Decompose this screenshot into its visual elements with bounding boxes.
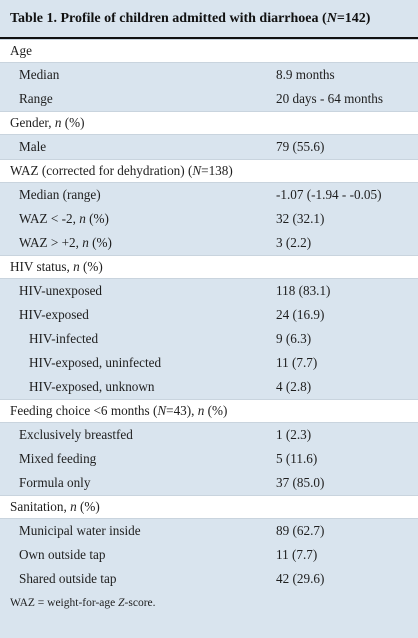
title-suffix: =142) (336, 10, 371, 26)
title-prefix: Table 1. Profile of children admitted wi… (10, 10, 327, 26)
row-label: Feeding choice <6 months (N=43), n (%) (10, 403, 228, 418)
table-row-hiv-exposed: HIV-exposed 24 (16.9) (0, 303, 418, 327)
title-rule (0, 37, 418, 39)
stat-symbol: n (70, 499, 77, 514)
stat-symbol: n (79, 211, 86, 226)
row-label: WAZ > +2, n (%) (19, 235, 112, 250)
row-label: HIV-infected (29, 331, 99, 346)
section-row-sanitation-n: Sanitation, n (%) (0, 495, 418, 519)
table-row-formula-only: Formula only 37 (85.0) (0, 471, 418, 495)
section-row-age: Age (0, 39, 418, 63)
row-label: Gender, n (%) (10, 115, 85, 130)
row-label: WAZ (corrected for dehydration) (N=138) (10, 163, 233, 178)
row-value: 11 (7.7) (276, 355, 318, 370)
table-row-hiv-exposed-uninfected: HIV-exposed, uninfected 11 (7.7) (0, 351, 418, 375)
table-title: Table 1. Profile of children admitted wi… (0, 0, 418, 37)
table-row-range: Range 20 days - 64 months (0, 87, 418, 111)
table-body: Age Median 8.9 months Range 20 days - 64 mon… (0, 39, 418, 591)
row-value: 79 (55.6) (276, 139, 325, 154)
table-row-hiv-unexposed: HIV-unexposed 118 (83.1) (0, 279, 418, 303)
row-label: Male (19, 139, 47, 154)
row-value: 118 (83.1) (276, 283, 331, 298)
table-row-median-range: Median (range) -1.07 (-1.94 - -0.05) (0, 183, 418, 207)
title-n: N (326, 10, 337, 26)
row-value: 89 (62.7) (276, 523, 325, 538)
row-value: 42 (29.6) (276, 571, 325, 586)
table-row-hiv-exposed-unknown: HIV-exposed, unknown 4 (2.8) (0, 375, 418, 399)
row-value: -1.07 (-1.94 - -0.05) (276, 187, 382, 202)
row-label: Formula only (19, 475, 91, 490)
table-row-municipal-water-inside: Municipal water inside 89 (62.7) (0, 519, 418, 543)
row-label: Median (19, 67, 60, 82)
row-value: 4 (2.8) (276, 379, 312, 394)
section-row-gender-n: Gender, n (%) (0, 111, 418, 135)
stat-symbol: N (157, 403, 167, 418)
table-row-exclusively-breastfed: Exclusively breastfed 1 (2.3) (0, 423, 418, 447)
table-row-waz-2-n: WAZ < -2, n (%) 32 (32.1) (0, 207, 418, 231)
stat-symbol: n (73, 259, 80, 274)
section-row-feeding-choice-6-months-n-43-n: Feeding choice <6 months (N=43), n (%) (0, 399, 418, 423)
row-value: 5 (11.6) (276, 451, 318, 466)
row-label: Range (19, 91, 53, 106)
stat-symbol: n (54, 115, 62, 130)
row-value: 1 (2.3) (276, 427, 312, 442)
row-label: Exclusively breastfed (19, 427, 133, 442)
table-row-hiv-infected: HIV-infected 9 (6.3) (0, 327, 418, 351)
row-label: Mixed feeding (19, 451, 97, 466)
row-label: HIV-exposed (19, 307, 89, 322)
row-label: Sanitation, n (%) (10, 499, 100, 514)
table-row-waz-2-n: WAZ > +2, n (%) 3 (2.2) (0, 231, 418, 255)
row-value: 37 (85.0) (276, 475, 325, 490)
row-label: HIV status, n (%) (10, 259, 103, 274)
stat-symbol: n (197, 403, 205, 418)
row-label: Municipal water inside (19, 523, 141, 538)
row-label: HIV-exposed, uninfected (29, 355, 162, 370)
section-row-waz-corrected-for-dehydration-n-138: WAZ (corrected for dehydration) (N=138) (0, 159, 418, 183)
row-value: 9 (6.3) (276, 331, 312, 346)
row-value: 8.9 months (276, 67, 335, 82)
section-row-hiv-status-n: HIV status, n (%) (0, 255, 418, 279)
table-row-shared-outside-tap: Shared outside tap 42 (29.6) (0, 567, 418, 591)
row-label: Own outside tap (19, 547, 106, 562)
stat-symbol: n (82, 235, 89, 250)
row-label: Median (range) (19, 187, 101, 202)
table-row-mixed-feeding: Mixed feeding 5 (11.6) (0, 447, 418, 471)
table-footnote: WAZ = weight-for-age Z-score. (10, 597, 156, 609)
row-label: Age (10, 43, 32, 58)
table-row-male: Male 79 (55.6) (0, 135, 418, 159)
table-row-median: Median 8.9 months (0, 63, 418, 87)
row-value: 24 (16.9) (276, 307, 325, 322)
row-value: 32 (32.1) (276, 211, 325, 226)
row-label: HIV-exposed, unknown (29, 379, 155, 394)
table-row-own-outside-tap: Own outside tap 11 (7.7) (0, 543, 418, 567)
row-value: 20 days - 64 months (276, 91, 383, 106)
row-label: WAZ < -2, n (%) (19, 211, 109, 226)
row-label: HIV-unexposed (19, 283, 103, 298)
row-label: Shared outside tap (19, 571, 117, 586)
stat-symbol: Z (118, 597, 125, 609)
row-value: 11 (7.7) (276, 547, 318, 562)
row-value: 3 (2.2) (276, 235, 312, 250)
stat-symbol: N (192, 163, 202, 178)
